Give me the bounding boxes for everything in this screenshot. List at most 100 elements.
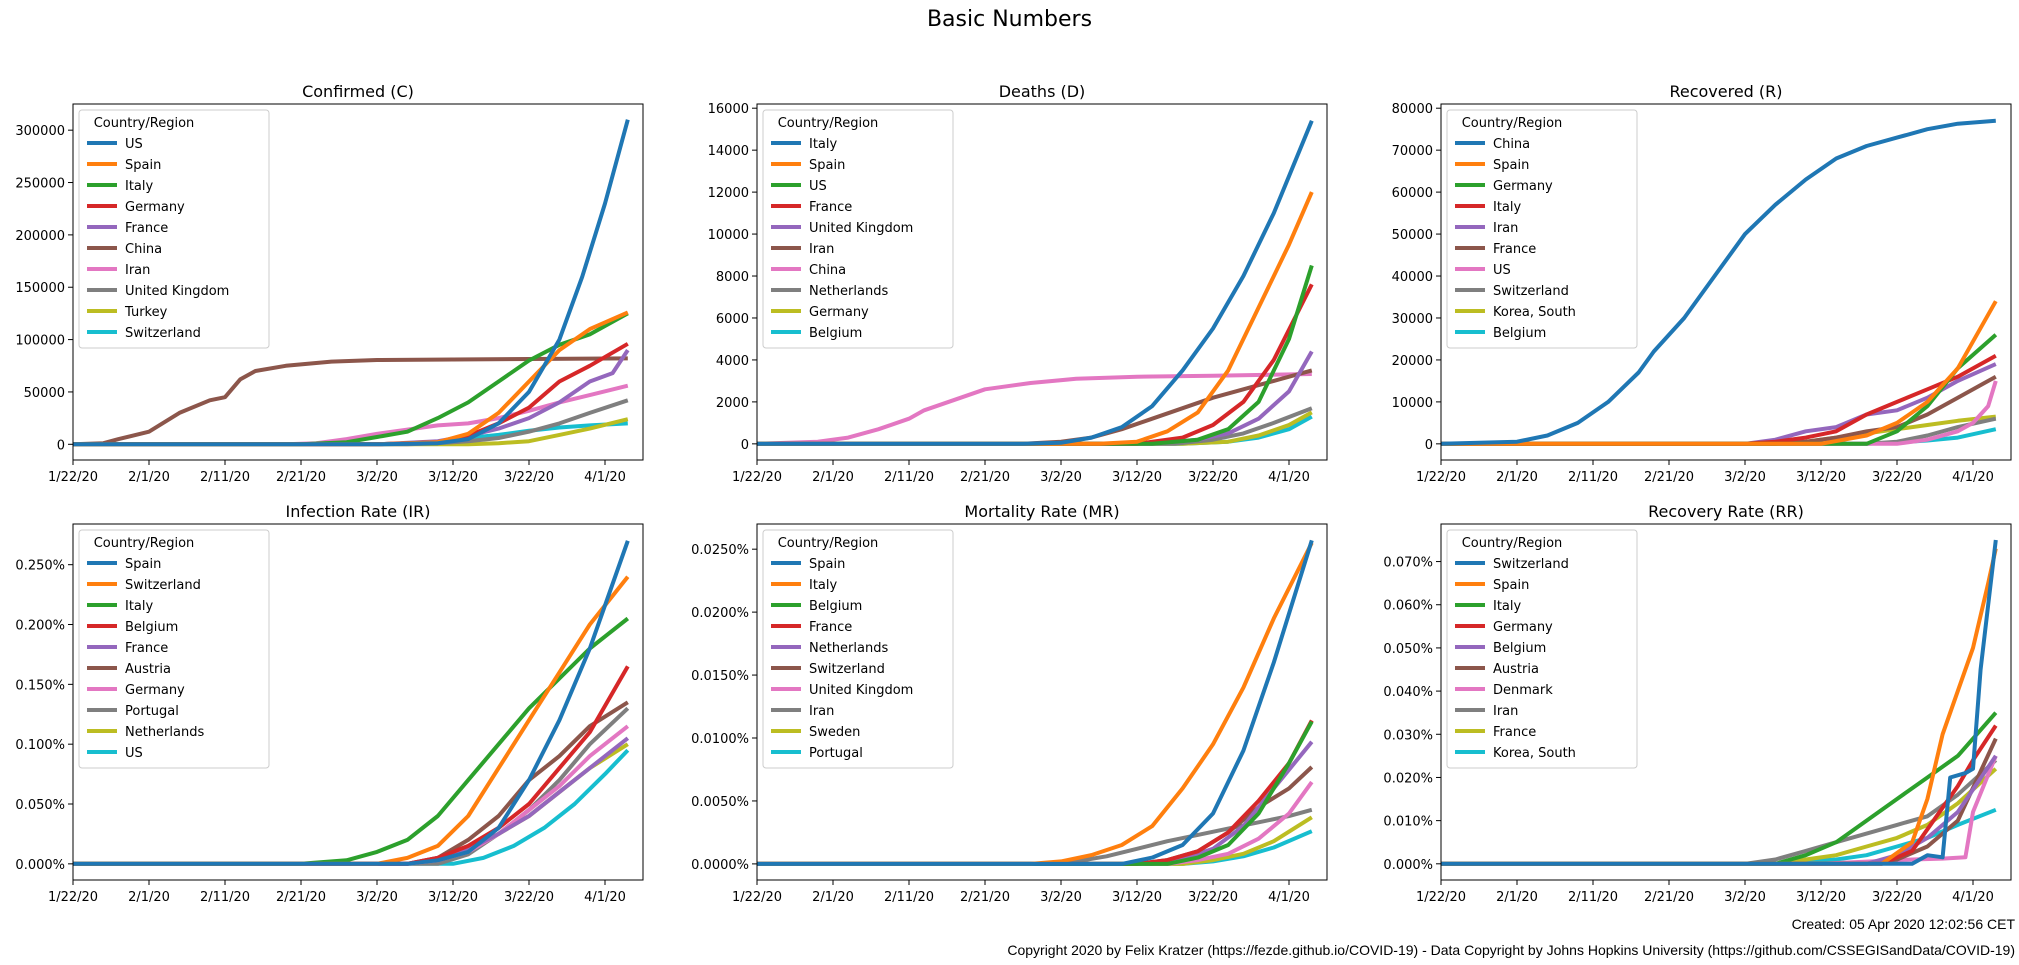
x-tick-label: 2/11/20 xyxy=(200,890,250,905)
y-tick-label: 50000 xyxy=(24,386,65,401)
x-tick-label: 3/2/20 xyxy=(1724,470,1766,485)
series-lines xyxy=(73,540,630,866)
x-tick-label: 2/1/20 xyxy=(1496,890,1538,905)
y-tick-label: 4000 xyxy=(716,354,749,369)
legend-box xyxy=(78,109,270,349)
x-tick-label: 4/1/20 xyxy=(584,890,626,905)
x-tick-label: 4/1/20 xyxy=(1268,470,1310,485)
y-tick-label: 0.0000% xyxy=(691,858,749,873)
series-line-switzerland xyxy=(1441,539,1998,866)
x-tick-label: 2/21/20 xyxy=(960,890,1010,905)
subplot-title: Mortality Rate (MR) xyxy=(964,502,1119,521)
legend-entry: France xyxy=(125,221,168,236)
y-tick-label: 80000 xyxy=(1392,102,1433,117)
x-tick-label: 3/22/20 xyxy=(1188,470,1238,485)
legend-title: Country/Region xyxy=(778,116,879,131)
legend-entry: US xyxy=(125,137,143,152)
legend: Country/Region Spain Switzerland Italy Belgi… xyxy=(78,529,270,769)
x-tick-label: 2/21/20 xyxy=(960,470,1010,485)
y-tick-label: 0.0050% xyxy=(691,795,749,810)
subplot-6: Recovery Rate (RR) 1/22/20 2/1/20 2/11/20 2/… xyxy=(1383,502,2012,905)
x-tick-label: 2/21/20 xyxy=(276,890,326,905)
legend-box xyxy=(78,529,270,769)
series-line-spain xyxy=(73,540,630,866)
legend-entry: Spain xyxy=(1493,158,1529,173)
legend-entry: Iran xyxy=(809,704,834,719)
x-tick-label: 2/1/20 xyxy=(812,470,854,485)
subplot-title: Deaths (D) xyxy=(999,82,1086,101)
legend-entry: Iran xyxy=(1493,221,1518,236)
series-line-italy xyxy=(1441,353,1997,446)
legend-entry: Korea, South xyxy=(1493,305,1576,320)
legend-entry: Switzerland xyxy=(809,662,885,677)
x-tick-label: 4/1/20 xyxy=(584,470,626,485)
created-timestamp: Created: 05 Apr 2020 12:02:56 CET xyxy=(1791,916,2015,932)
x-tick-label: 2/1/20 xyxy=(812,890,854,905)
legend-entry: Spain xyxy=(809,557,845,572)
subplot-title: Recovery Rate (RR) xyxy=(1648,502,1804,521)
subplot-1: Confirmed (C) 1/22/20 2/1/20 2/11/20 2/21/20… xyxy=(15,82,644,485)
series-line-belgium xyxy=(757,720,1314,866)
legend-entry: Germany xyxy=(1493,620,1553,635)
subplot-title: Recovered (R) xyxy=(1669,82,1782,101)
series-line-spain xyxy=(757,539,1314,866)
y-tick-label: 20000 xyxy=(1392,354,1433,369)
legend-entry: Netherlands xyxy=(809,641,888,656)
y-tick-label: 0.0150% xyxy=(691,669,749,684)
legend-entry: Iran xyxy=(1493,704,1518,719)
legend-entry: Iran xyxy=(809,242,834,257)
series-line-turkey xyxy=(73,417,629,447)
legend: Country/Region Spain Italy Belgium France Net… xyxy=(762,529,954,769)
x-tick-label: 3/22/20 xyxy=(1872,890,1922,905)
legend-entry: Portugal xyxy=(809,746,863,761)
x-tick-label: 3/12/20 xyxy=(1796,890,1846,905)
legend-entry: US xyxy=(125,746,143,761)
x-tick-label: 2/11/20 xyxy=(1568,890,1618,905)
x-tick-label: 3/22/20 xyxy=(1188,890,1238,905)
legend-entry: Switzerland xyxy=(1493,557,1569,572)
legend-entry: France xyxy=(809,200,852,215)
y-tick-label: 0.100% xyxy=(15,738,65,753)
legend-entry: Switzerland xyxy=(125,578,201,593)
subplot-title: Confirmed (C) xyxy=(302,82,414,101)
legend: Country/Region Switzerland Spain Italy Germa… xyxy=(1446,529,1638,769)
x-tick-label: 3/2/20 xyxy=(1040,890,1082,905)
subplot-grid: Confirmed (C) 1/22/20 2/1/20 2/11/20 2/21/20… xyxy=(15,82,2012,905)
x-tick-label: 2/1/20 xyxy=(128,890,170,905)
y-tick-label: 2000 xyxy=(716,396,749,411)
series-line-united-kingdom xyxy=(757,780,1314,866)
legend-entry: Austria xyxy=(125,662,171,677)
legend-title: Country/Region xyxy=(1462,116,1563,131)
legend-entry: Spain xyxy=(1493,578,1529,593)
y-tick-label: 0.020% xyxy=(1383,771,1433,786)
x-tick-label: 3/2/20 xyxy=(356,470,398,485)
legend: Country/Region Italy Spain US France United K… xyxy=(762,109,954,349)
subplot-5: Mortality Rate (MR) 1/22/20 2/1/20 2/11/20 2… xyxy=(691,502,1328,905)
y-tick-label: 0.150% xyxy=(15,678,65,693)
series-lines xyxy=(73,119,630,447)
y-tick-label: 300000 xyxy=(15,124,65,139)
x-tick-label: 1/22/20 xyxy=(48,470,98,485)
x-tick-label: 3/2/20 xyxy=(356,890,398,905)
series-line-spain xyxy=(1441,548,1998,866)
y-tick-label: 100000 xyxy=(15,334,65,349)
legend-title: Country/Region xyxy=(94,116,195,131)
y-tick-label: 10000 xyxy=(708,228,749,243)
subplot-title: Infection Rate (IR) xyxy=(286,502,431,521)
y-tick-label: 0.050% xyxy=(1383,642,1433,657)
legend-entry: Sweden xyxy=(809,725,860,740)
x-tick-label: 4/1/20 xyxy=(1952,890,1994,905)
legend-entry: Italy xyxy=(125,599,154,614)
figure-title: Basic Numbers xyxy=(927,7,1092,32)
x-tick-label: 2/11/20 xyxy=(884,890,934,905)
x-tick-label: 3/22/20 xyxy=(1872,470,1922,485)
y-tick-label: 60000 xyxy=(1392,186,1433,201)
legend-entry: Italy xyxy=(809,137,838,152)
series-line-italy xyxy=(1441,711,1998,866)
y-tick-label: 0.000% xyxy=(15,858,65,873)
y-tick-label: 0 xyxy=(1425,438,1433,453)
legend-entry: Spain xyxy=(125,557,161,572)
plot-frame xyxy=(72,103,644,461)
series-line-sweden xyxy=(757,815,1313,866)
